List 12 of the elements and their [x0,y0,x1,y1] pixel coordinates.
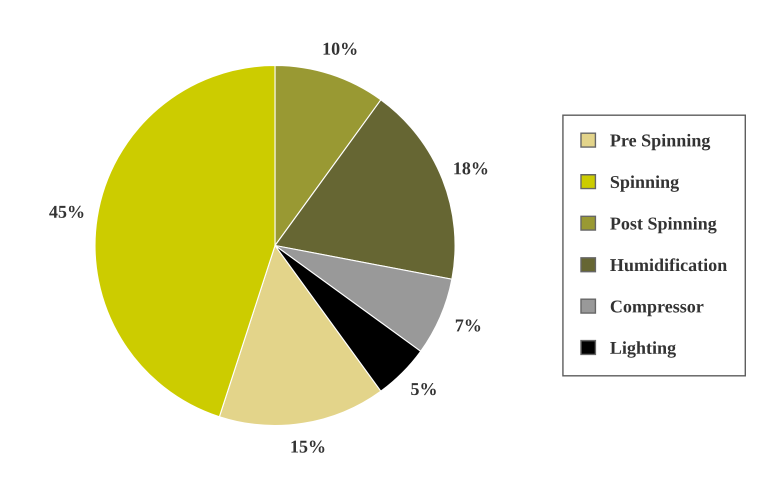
legend-label: Post Spinning [610,216,717,234]
legend-label: Pre Spinning [610,134,710,150]
legend-label: Compressor [610,300,704,316]
data-label: 10% [324,42,356,55]
legend-label: Humidification [610,258,727,272]
legend-label: Spinning [610,175,679,192]
data-label: 7% [456,319,480,332]
legend-label: Lighting [610,341,676,358]
data-label: 45% [49,206,84,218]
data-label: 5% [411,382,436,396]
data-label: 15% [291,440,324,453]
data-label: 18% [454,162,488,175]
